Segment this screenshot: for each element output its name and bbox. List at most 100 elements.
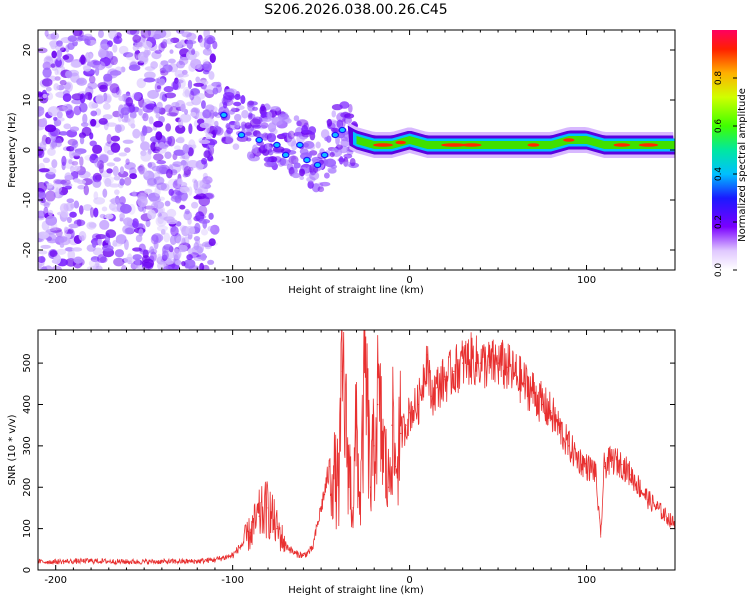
snr-point bbox=[249, 532, 251, 534]
spectrogram-peak bbox=[303, 156, 311, 164]
spectrogram-noise-blob bbox=[123, 239, 129, 251]
spectrogram-noise-blob bbox=[207, 259, 215, 265]
spectrogram-noise-blob bbox=[129, 173, 138, 180]
spectrogram-noise-blob bbox=[183, 258, 196, 269]
spectrogram-signal-blob bbox=[309, 163, 315, 174]
spectrogram-noise-blob bbox=[123, 217, 133, 226]
spectrogram-noise-blob bbox=[187, 167, 194, 172]
spectrogram-noise-blob bbox=[147, 209, 157, 220]
spectrogram-noise-blob bbox=[204, 192, 215, 200]
spectrogram-noise-blob bbox=[83, 184, 90, 196]
spectrogram-signal-blob bbox=[248, 113, 256, 119]
snr-x-ticks: -200 -100 0 100 bbox=[37, 330, 676, 586]
spectrogram-peak bbox=[395, 140, 407, 145]
spectrogram-noise-blob bbox=[167, 178, 178, 190]
spectrogram-signal-blob bbox=[214, 120, 219, 128]
spectrogram-noise-blob bbox=[119, 166, 125, 174]
spectrogram-noise-blob bbox=[99, 43, 110, 50]
spectrogram-noise-blob bbox=[212, 40, 218, 50]
snr-point bbox=[523, 383, 526, 385]
spectrogram-noise-blob bbox=[62, 103, 73, 111]
spectrogram-noise-blob bbox=[109, 70, 122, 76]
spectrogram-noise-blob bbox=[55, 229, 63, 237]
spectrogram-noise-blob bbox=[45, 136, 52, 145]
spectrogram-noise-blob bbox=[78, 170, 91, 179]
spectrogram-noise-blob bbox=[201, 63, 210, 70]
snr-point bbox=[293, 552, 296, 555]
spectrogram-noise-blob bbox=[65, 247, 74, 252]
snr-point bbox=[377, 403, 379, 406]
spectrogram-peak bbox=[331, 131, 340, 139]
spectrogram-signal-blob bbox=[246, 137, 252, 142]
spectrogram-noise-blob bbox=[97, 159, 105, 170]
spectrogram-peak bbox=[563, 138, 575, 142]
spectrogram-signal-blob bbox=[251, 124, 262, 129]
spectrogram-noise-blob bbox=[38, 168, 50, 173]
spectrogram-signal-blob bbox=[324, 136, 329, 142]
spectrogram-noise-blob bbox=[123, 177, 132, 186]
spectrogram-signal-blob bbox=[260, 122, 269, 129]
spectrogram-noise-blob bbox=[86, 39, 91, 45]
spectrogram-signal-blob bbox=[335, 135, 340, 146]
spectrogram-noise-blob bbox=[132, 34, 141, 43]
spectrogram-noise-blob bbox=[181, 260, 186, 267]
spectrogram-noise-blob bbox=[69, 126, 80, 132]
spectrogram-noise-blob bbox=[73, 105, 82, 116]
spectrogram-noise-blob bbox=[119, 212, 126, 220]
spectrogram-noise-blob bbox=[120, 264, 127, 270]
snr-point bbox=[394, 465, 397, 468]
spectrogram-signal-blob bbox=[221, 136, 234, 145]
spectrogram-noise-blob bbox=[209, 53, 216, 64]
spectrogram-noise-blob bbox=[142, 258, 155, 269]
spectrogram-signal-blob bbox=[230, 107, 236, 113]
spectrogram-noise-blob bbox=[163, 244, 173, 251]
spectrogram-noise-blob bbox=[191, 144, 197, 149]
spectrogram-noise-blob bbox=[99, 213, 106, 219]
x-tick-label: 100 bbox=[577, 575, 596, 586]
spectrogram-noise-blob bbox=[160, 228, 166, 235]
snr-point bbox=[577, 457, 579, 459]
spectrogram-noise-blob bbox=[99, 219, 110, 230]
snr-point bbox=[630, 474, 632, 476]
snr-line bbox=[38, 330, 675, 566]
spectrogram-noise-blob bbox=[105, 122, 118, 127]
spectrogram-noise-blob bbox=[158, 164, 170, 175]
chart-title: S206.2026.038.00.26.C45 bbox=[264, 2, 447, 18]
spectrogram-noise-blob bbox=[175, 259, 182, 266]
snr-point bbox=[612, 459, 614, 461]
spectrogram-noise-blob bbox=[102, 188, 108, 198]
spectrogram-noise-blob bbox=[67, 249, 76, 261]
spectrogram-noise-blob bbox=[186, 160, 199, 169]
spectrogram-noise-blob bbox=[141, 125, 148, 136]
spectrogram-noise-blob bbox=[132, 91, 142, 101]
spectrogram-noise-blob bbox=[72, 30, 83, 37]
spectrogram-signal-blob bbox=[343, 161, 352, 167]
spectrogram-noise-blob bbox=[110, 135, 120, 142]
spectrogram-noise-blob bbox=[70, 61, 82, 68]
spectrogram-noise-blob bbox=[200, 228, 208, 236]
snr-point bbox=[479, 362, 481, 364]
spectrogram-noise-blob bbox=[208, 71, 215, 80]
spectrogram-noise-blob bbox=[94, 174, 102, 181]
spectrogram-noise-blob bbox=[201, 264, 210, 270]
spectrogram-signal-blob bbox=[266, 132, 277, 143]
snr-point bbox=[267, 507, 269, 509]
spectrogram-signal-blob bbox=[332, 127, 338, 133]
spectrogram-noise-blob bbox=[207, 225, 216, 232]
spectrogram-noise-blob bbox=[106, 40, 113, 48]
spectrogram-noise-blob bbox=[73, 256, 83, 264]
spectrogram-noise-blob bbox=[205, 133, 214, 138]
spectrogram-noise-blob bbox=[190, 111, 197, 117]
snr-point bbox=[276, 528, 278, 530]
x-tick-label: 100 bbox=[577, 275, 596, 286]
spectrogram-signal-blob bbox=[307, 180, 314, 189]
spectrogram-noise-blob bbox=[171, 80, 182, 91]
colorbar-tick-label: 0.6 bbox=[714, 119, 724, 134]
spectrogram-noise-blob bbox=[170, 225, 179, 237]
spectrogram-noise-blob bbox=[138, 108, 143, 116]
spectrogram-noise-blob bbox=[88, 222, 97, 228]
spectrogram-signal-blob bbox=[214, 127, 224, 136]
spectrogram-noise-blob bbox=[54, 179, 67, 185]
spectrogram-noise-blob bbox=[195, 211, 205, 222]
spectrogram-noise-blob bbox=[164, 151, 172, 159]
